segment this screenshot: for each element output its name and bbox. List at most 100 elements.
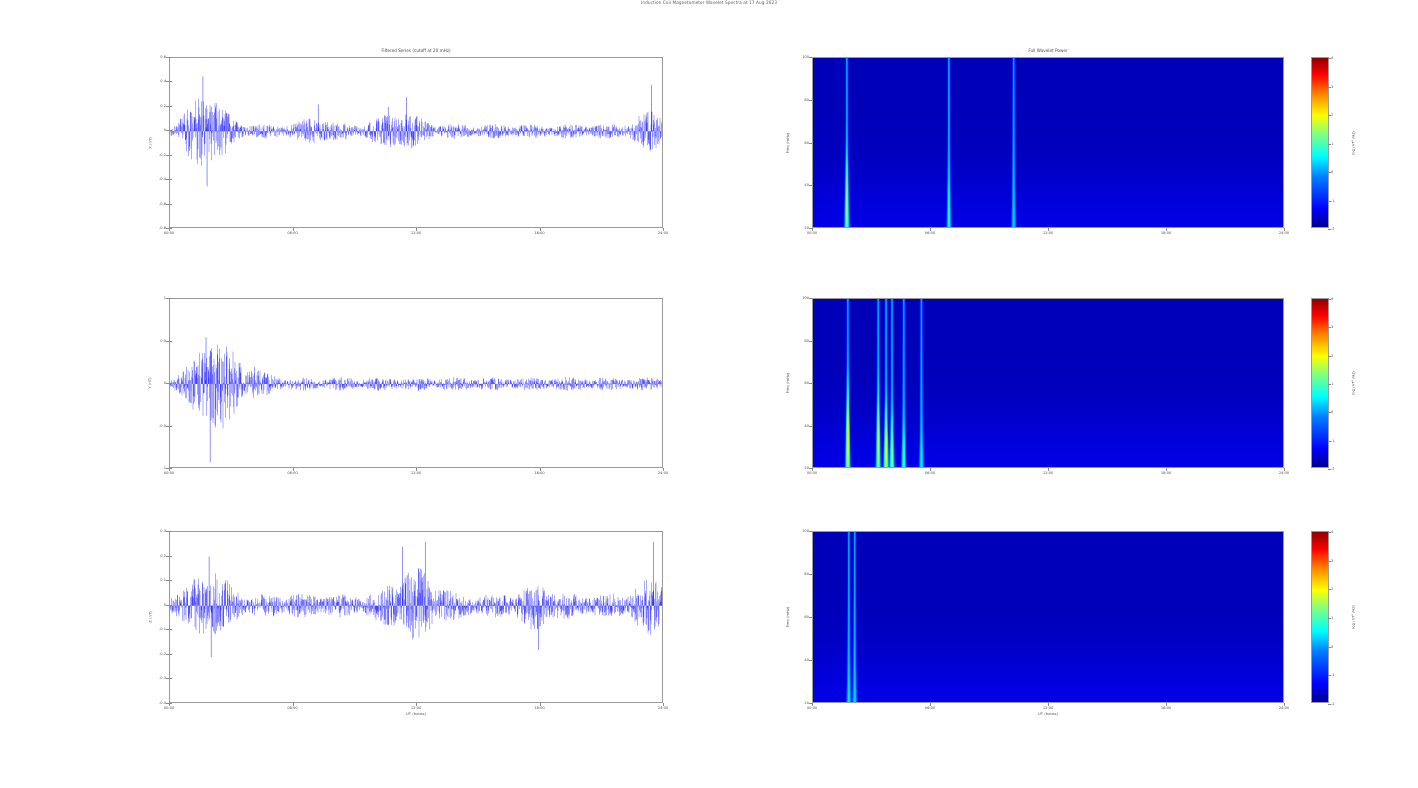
x-tick-mark [169, 468, 170, 471]
x-tick-mark [169, 228, 170, 231]
spectrogram-image-1 [813, 58, 1283, 227]
x-tick-label: 00:00 [806, 230, 818, 235]
y-tick-mark [166, 179, 169, 181]
x-tick-mark [663, 703, 664, 706]
colorbar-tick-label: 2 [1331, 353, 1334, 358]
spectrogram-image-3 [813, 532, 1283, 702]
freq-tick-label: 40 [804, 423, 809, 428]
timeseries-axes-3 [169, 531, 663, 703]
colorbar-tick-mark [1328, 86, 1331, 88]
y-tick-mark [166, 531, 169, 532]
y-tick-mark [166, 678, 169, 680]
colorbar-tick-mark [1328, 58, 1331, 59]
y-tick-mark-inner [169, 629, 172, 631]
x-tick-label: 06:00 [924, 470, 936, 475]
y-tick-label: 1 [163, 296, 166, 300]
spectrogram-title-1: Full Wavelet Power [1028, 48, 1068, 53]
y-tick-mark [166, 383, 169, 384]
x-tick-label: 24:00 [657, 705, 669, 710]
spectrogram-axes-2 [812, 298, 1284, 468]
colorbar-tick-mark [1328, 589, 1331, 591]
x-tick-label: 12:00 [1042, 705, 1054, 710]
y-tick-label: 0 [163, 602, 166, 607]
y-tick-mark [166, 228, 169, 229]
y-tick-label: 0.3 [160, 529, 166, 533]
colorbar-tick-mark [1328, 299, 1331, 300]
colorbar-tick-mark [1328, 675, 1331, 677]
x-tick-label: 18:00 [534, 705, 545, 710]
colorbar-tick-label: 3 [1331, 325, 1334, 330]
freq-tick-mark [809, 703, 812, 704]
colorbar-tick-label: 0 [1331, 644, 1334, 649]
spectrogram-panel-2: 100 80 60 40 20 00:00 06:00 12:00 18:00 24:00 Freq… [785, 296, 1289, 475]
x-tick-label: 12:00 [410, 705, 422, 710]
freq-tick-mark [809, 531, 812, 532]
colorbar-1: 4 3 2 1 0 -1 -2 log (nT² /Hz) [1311, 56, 1355, 231]
freq-tick-label: 20 [804, 466, 809, 470]
x-tick-mark [292, 703, 294, 706]
colorbar-tick-label: -2 [1331, 467, 1335, 471]
colorbar-tick-label: 1 [1331, 616, 1334, 620]
freq-tick-mark [809, 142, 812, 144]
timeseries-ylabel-2: Y (nT) [146, 377, 152, 389]
y-tick-mark-inner [169, 653, 172, 655]
timeseries-axes-2 [169, 298, 663, 468]
y-tick-mark-inner [169, 531, 172, 532]
x-tick-mark [169, 703, 170, 706]
x-tick-label: 00:00 [806, 470, 818, 475]
x-tick-label: 18:00 [1160, 230, 1172, 235]
x-tick-label: 18:00 [1160, 705, 1172, 710]
spectrogram-axes-3 [812, 531, 1284, 703]
spectrogram-axes-1 [812, 57, 1284, 228]
x-tick-label: 00:00 [163, 230, 175, 235]
y-tick-label: -0.2 [158, 152, 166, 157]
y-tick-mark [166, 81, 169, 83]
y-tick-mark [166, 468, 169, 469]
x-tick-label: 24:00 [1278, 470, 1290, 475]
y-tick-mark-inner [169, 298, 172, 299]
freq-tick-mark [809, 340, 812, 342]
y-tick-mark [166, 130, 169, 132]
x-tick-label: 12:00 [410, 470, 422, 475]
colorbar-tick-label: 4 [1331, 530, 1334, 534]
spectrogram-ylabel-1: Freq (mHz) [785, 132, 791, 153]
y-tick-mark-inner [169, 203, 172, 205]
x-tick-mark [1166, 468, 1167, 471]
x-tick-mark [416, 703, 417, 706]
y-tick-mark-inner [169, 555, 172, 557]
y-tick-mark [166, 154, 169, 156]
y-tick-mark [166, 580, 169, 582]
y-tick-mark-inner [169, 81, 172, 83]
x-tick-mark [812, 228, 813, 231]
timeseries-trace-1 [170, 58, 662, 227]
y-tick-mark-inner [169, 228, 172, 229]
colorbar-tick-label: 2 [1331, 113, 1334, 117]
colorbar-tick-mark [1328, 618, 1331, 619]
x-tick-mark [812, 703, 813, 706]
y-tick-label: -0.5 [158, 423, 166, 428]
colorbar-tick-mark [1328, 560, 1331, 562]
x-tick-label: 18:00 [534, 470, 545, 475]
x-tick-mark [416, 468, 417, 471]
freq-tick-label: 20 [804, 226, 809, 230]
colorbar-tick-mark [1328, 412, 1331, 414]
colorbar-tick-mark [1328, 200, 1331, 202]
y-tick-mark-inner [169, 580, 172, 582]
y-tick-mark-inner [169, 468, 172, 469]
y-tick-label: -1 [162, 466, 166, 470]
freq-tick-label: 20 [804, 701, 809, 705]
x-tick-mark [930, 228, 931, 231]
x-tick-label: 00:00 [806, 705, 818, 710]
x-tick-mark [292, 228, 294, 231]
y-tick-mark-inner [169, 425, 172, 427]
spectrogram-ylabel-2: Freq (mHz) [785, 372, 791, 394]
colorbar-tick-label: -1 [1331, 673, 1335, 678]
y-tick-label: -0.8 [158, 226, 166, 230]
colorbar-tick-label: 0 [1331, 170, 1334, 174]
freq-tick-label: 40 [804, 183, 809, 188]
x-tick-label: 12:00 [1042, 470, 1054, 475]
freq-tick-mark [809, 228, 812, 229]
timeseries-axes-1 [169, 57, 663, 228]
colorbar-tick-label: 4 [1331, 297, 1334, 301]
x-tick-label: 18:00 [534, 230, 545, 235]
